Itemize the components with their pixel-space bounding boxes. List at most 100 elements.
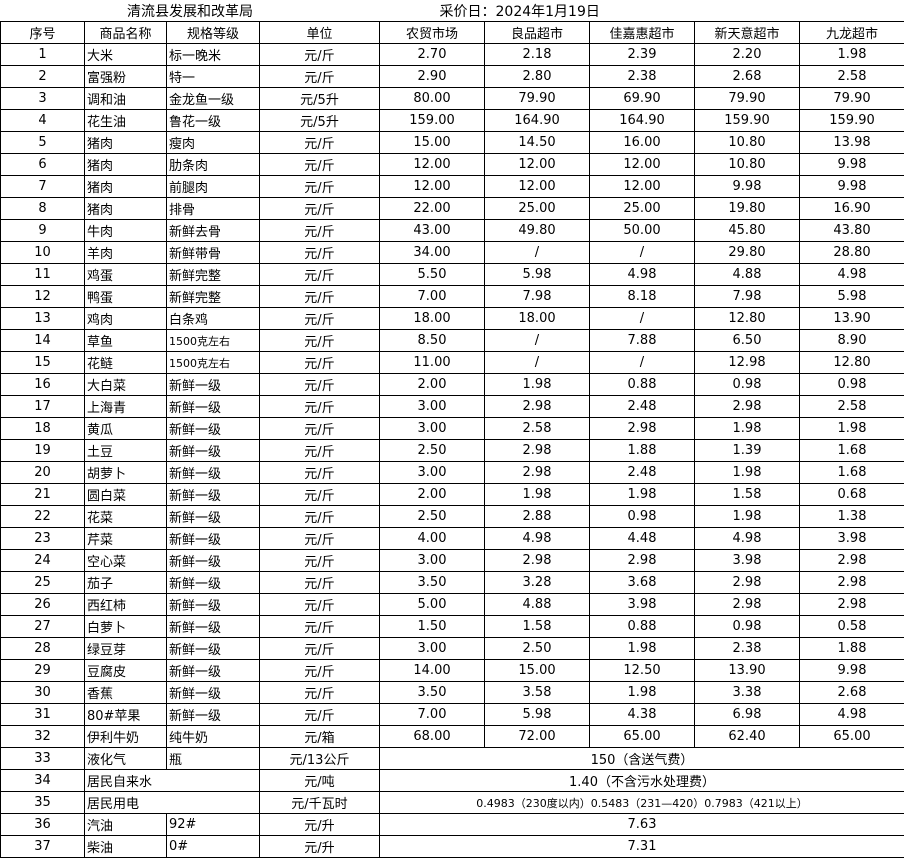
table-cell: 4.88 [484,593,590,616]
table-cell: 上海青 [84,395,167,418]
table-cell: / [484,329,590,352]
table-cell: 4 [0,109,85,132]
table-cell: 2.38 [589,65,695,88]
table-cell: 伊利牛奶 [84,725,167,748]
table-row: 17 上海青 新鲜一级 元/斤 3.00 2.98 2.48 2.98 2.58 [0,395,904,418]
table-cell: 92# [166,813,260,836]
table-cell: 土豆 [84,439,167,462]
table-cell: 元/斤 [259,351,380,374]
title-row: 清流县发展和改革局 采价日：2024年1月19日 [0,0,904,22]
table-cell: 0# [166,835,260,858]
table-cell: 17 [0,395,85,418]
table-cell: 2.90 [379,65,485,88]
table-cell: 30 [0,681,85,704]
table-cell: 9.98 [694,175,800,198]
table-cell: 柴油 [84,835,167,858]
table-cell: 2.70 [379,43,485,66]
table-cell: 3.00 [379,461,485,484]
table-cell: 新鲜完整 [166,285,260,308]
table-cell: 6.98 [694,703,800,726]
table-row: 19 土豆 新鲜一级 元/斤 2.50 2.98 1.88 1.39 1.68 [0,439,904,462]
table-row: 31 80#苹果 新鲜一级 元/斤 7.00 5.98 4.38 6.98 4.98 [0,703,904,726]
table-row: 23 芹菜 新鲜一级 元/斤 4.00 4.98 4.48 4.98 3.98 [0,527,904,550]
table-cell: 2.50 [379,505,485,528]
table-cell: 0.58 [798,615,904,638]
table-row: 24 空心菜 新鲜一级 元/斤 3.00 2.98 2.98 3.98 2.98 [0,549,904,572]
table-cell: 2.18 [484,43,590,66]
table-cell: 特一 [166,65,260,88]
table-cell: 2.80 [484,65,590,88]
table-cell: 12.00 [484,175,590,198]
table-cell: 6 [0,153,85,176]
table-cell: 69.90 [589,87,695,110]
table-cell: 新鲜一级 [166,659,260,682]
table-cell: 79.90 [484,87,590,110]
table-cell: 12.00 [484,153,590,176]
table-cell: 15.00 [484,659,590,682]
table-cell: 164.90 [589,109,695,132]
table-cell: 新鲜一级 [166,703,260,726]
table-cell: 4.98 [798,703,904,726]
table-cell: 18 [0,417,85,440]
table-cell: 纯牛奶 [166,725,260,748]
table-cell: 49.80 [484,219,590,242]
table-cell: 1.98 [694,505,800,528]
table-cell: 1 [0,43,85,66]
table-cell: 猪肉 [84,153,167,176]
table-cell: 3.00 [379,417,485,440]
column-header: 良品超市 [484,21,590,44]
table-cell: 8.50 [379,329,485,352]
table-cell: 1500克左右 [166,329,260,352]
table-row: 30 香蕉 新鲜一级 元/斤 3.50 3.58 1.98 3.38 2.68 [0,681,904,704]
table-cell: 5.50 [379,263,485,286]
table-cell: 13.98 [798,131,904,154]
table-cell: 62.40 [694,725,800,748]
table-cell: 新鲜一级 [166,461,260,484]
table-row: 33 液化气瓶元/13公斤 150（含送气费） [0,747,904,770]
table-cell: 15 [0,351,85,374]
table-cell: 胡萝卜 [84,461,167,484]
table-cell: 68.00 [379,725,485,748]
table-cell: 16.00 [589,131,695,154]
table-cell: 5.98 [484,703,590,726]
table-cell: 12.80 [694,307,800,330]
table-cell: 12.80 [798,351,904,374]
column-header: 规格等级 [166,21,260,44]
table-cell: 新鲜一级 [166,527,260,550]
table-cell: 32 [0,725,85,748]
table-cell: 13.90 [798,307,904,330]
table-cell: 2.50 [484,637,590,660]
table-cell: 80.00 [379,87,485,110]
table-cell: 香蕉 [84,681,167,704]
table-cell: 12.00 [379,175,485,198]
table-cell: / [484,351,590,374]
table-cell: 43.80 [798,219,904,242]
table-cell: 2.00 [379,373,485,396]
table-cell: 10.80 [694,153,800,176]
table-cell: 猪肉 [84,175,167,198]
table-cell: 元/斤 [259,483,380,506]
table-cell: 牛肉 [84,219,167,242]
table-cell: 元/13公斤 [259,747,380,770]
table-cell: 元/斤 [259,197,380,220]
table-cell: 3.98 [798,527,904,550]
table-cell: 大白菜 [84,373,167,396]
table-cell: 11.00 [379,351,485,374]
table-row: 27 白萝卜 新鲜一级 元/斤 1.50 1.58 0.88 0.98 0.58 [0,615,904,638]
table-cell: 29.80 [694,241,800,264]
table-cell: 元/箱 [259,725,380,748]
table-cell: 1.88 [798,637,904,660]
table-cell: / [484,241,590,264]
table-cell: 7.00 [379,703,485,726]
table-cell: 富强粉 [84,65,167,88]
table-cell: 新鲜一级 [166,593,260,616]
header-row: 序号 商品名称 规格等级 单位 农贸市场 良品超市 佳嘉惠超市 新天意超市 九龙超市 [0,21,904,44]
table-cell: 1.98 [484,483,590,506]
table-cell: 3.98 [694,549,800,572]
table-cell: 花生油 [84,109,167,132]
table-cell: 9 [0,219,85,242]
table-cell: 液化气 [84,747,167,770]
table-cell: 2.50 [379,439,485,462]
table-cell: 3.00 [379,549,485,572]
table-cell: 花鲢 [84,351,167,374]
